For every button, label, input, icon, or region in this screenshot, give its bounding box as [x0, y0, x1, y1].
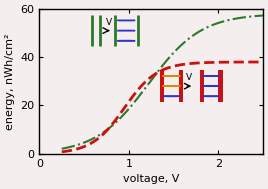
Bar	[178, 70, 183, 102]
Circle shape	[117, 30, 135, 31]
Bar	[160, 70, 164, 102]
Circle shape	[202, 96, 220, 97]
Circle shape	[117, 40, 135, 41]
Circle shape	[117, 20, 135, 21]
X-axis label: voltage, V: voltage, V	[123, 174, 180, 184]
Text: V: V	[186, 74, 192, 83]
Bar	[200, 70, 204, 102]
Circle shape	[162, 96, 180, 97]
Y-axis label: energy, nWh/cm²: energy, nWh/cm²	[5, 33, 15, 129]
Text: V: V	[106, 18, 112, 27]
Bar	[218, 70, 223, 102]
